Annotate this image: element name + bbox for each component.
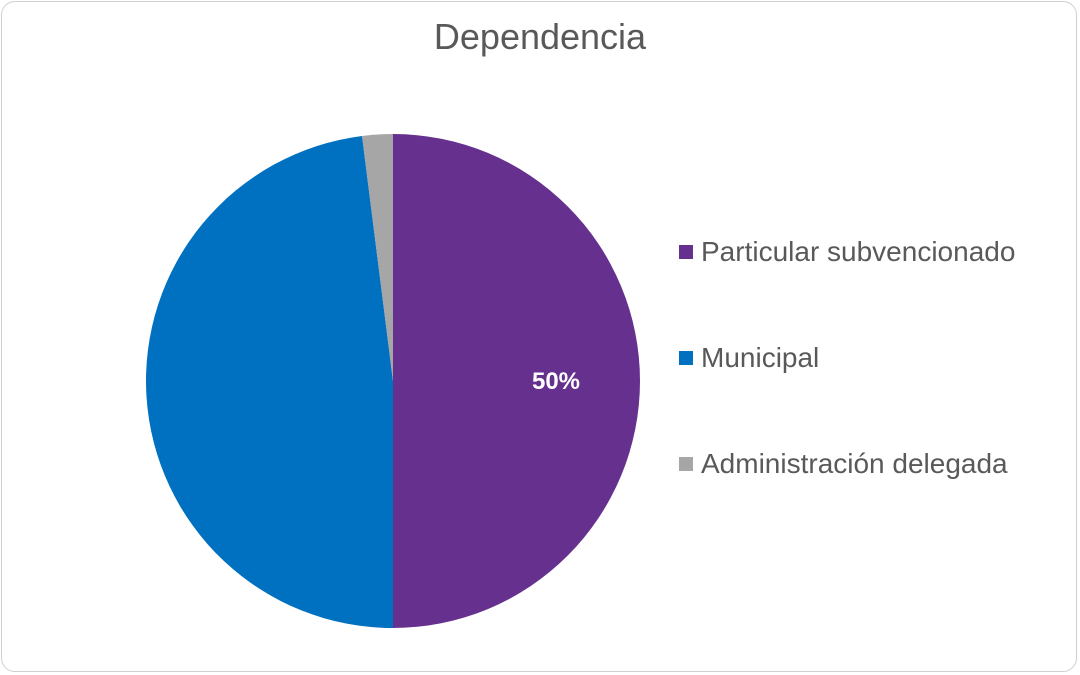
legend-item-municipal: Municipal xyxy=(679,342,819,374)
pie-slice-administracion-delegada xyxy=(362,134,393,381)
legend-swatch-municipal xyxy=(679,351,693,365)
pie-data-labels: 50% xyxy=(532,368,580,395)
legend-label-particular-subvencionado: Particular subvencionado xyxy=(701,236,1016,267)
chart-title: Dependencia xyxy=(433,16,647,57)
pie-slices xyxy=(145,134,640,629)
legend-label-municipal: Municipal xyxy=(701,342,820,373)
pie-slice-municipal xyxy=(145,135,393,629)
legend-label-administracion-delegada: Administración delegada xyxy=(701,448,1008,479)
legend-swatch-administracion-delegada xyxy=(679,457,693,471)
legend-item-particular-subvencionado: Particular subvencionado xyxy=(679,236,1015,268)
pie-slice-particular-subvencionado xyxy=(393,134,640,628)
data-label-particular-subvencionado: 50% xyxy=(532,368,580,395)
legend-item-administracion-delegada: Administración delegada xyxy=(679,448,1008,480)
legend-swatch-particular-subvencionado xyxy=(679,245,693,259)
